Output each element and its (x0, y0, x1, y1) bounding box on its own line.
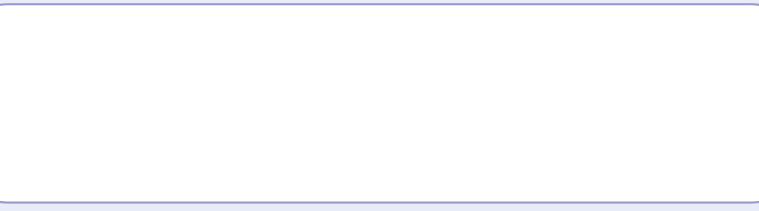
Text: P: P (387, 30, 395, 43)
Text: $x$: $x$ (150, 137, 159, 150)
Text: C: C (162, 54, 170, 67)
Text: $x$: $x$ (556, 179, 566, 192)
Text: $\pi$: $\pi$ (691, 179, 701, 192)
Text: $\frac{\pi}{2}$: $\frac{\pi}{2}$ (105, 137, 112, 157)
Text: $\frac{\pi}{2}$: $\frac{\pi}{2}$ (591, 179, 599, 198)
Text: $x$: $x$ (395, 82, 406, 96)
Text: 0: 0 (34, 137, 42, 150)
